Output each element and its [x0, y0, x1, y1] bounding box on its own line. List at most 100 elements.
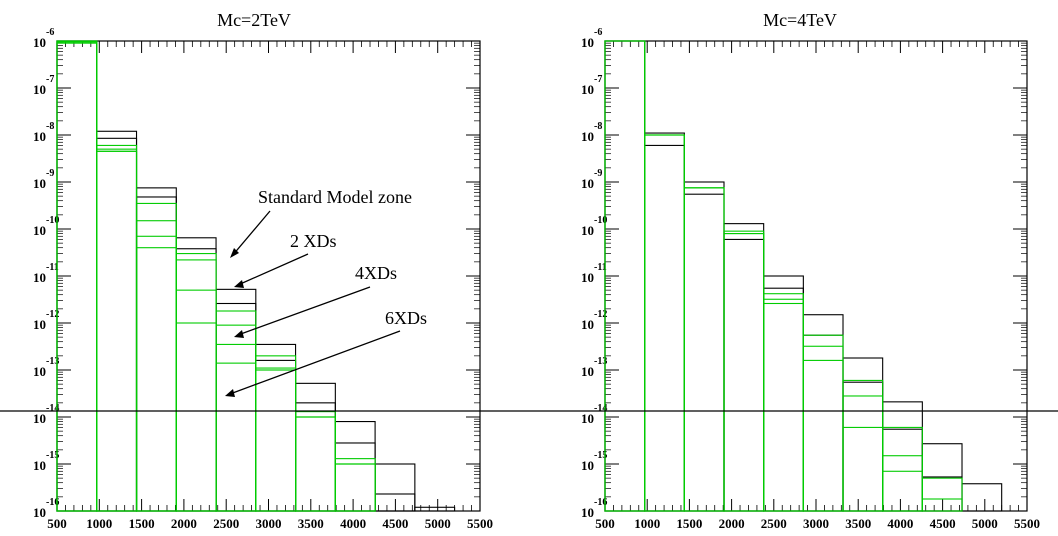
y-tick-exponent: -12 [594, 309, 607, 320]
x-tick-label: 2000 [171, 516, 197, 531]
histogram-bin [842, 381, 884, 512]
histogram-bin [215, 362, 257, 512]
x-tick-label: 5500 [467, 516, 493, 531]
y-tick-label: 10 [33, 411, 46, 426]
y-tick-exponent: -6 [46, 27, 54, 38]
y-tick-exponent: -8 [594, 121, 602, 132]
y-tick-exponent: -13 [594, 356, 607, 367]
histogram-bin [882, 401, 923, 512]
x-tick-label: 1000 [634, 516, 660, 531]
chart-title: Mc=2TeV [217, 10, 291, 30]
x-tick-label: 5500 [1014, 516, 1040, 531]
histogram-bin [763, 302, 804, 512]
x-tick-label: 4000 [887, 516, 913, 531]
x-tick-label: 2000 [719, 516, 745, 531]
histogram-bin [802, 359, 844, 512]
histogram-bin [683, 187, 725, 512]
histogram-bin [683, 187, 725, 512]
arrow-standard-model [231, 210, 271, 257]
histogram-bin [683, 193, 725, 512]
histogram-bin [723, 230, 765, 512]
y-tick-exponent: -15 [594, 450, 607, 461]
y-tick-label: 10 [581, 458, 594, 473]
y-tick-label: 10 [581, 223, 594, 238]
histogram-bin [882, 426, 923, 512]
arrow-2-xds [237, 253, 309, 286]
histogram-bin [334, 421, 376, 512]
histogram-bin [334, 463, 376, 512]
x-tick-label: 1000 [86, 516, 112, 531]
annotations: Standard Model zone 2 XDs 4XDs 6XDs [225, 187, 427, 397]
y-tick-label: 10 [33, 317, 46, 332]
histogram-bin [135, 196, 177, 512]
y-tick-exponent: -13 [46, 356, 59, 367]
arrow-6xds [229, 330, 401, 395]
panel-mc-4tev: Mc=4TeV 10-610-710-810-910-1010-1110-121… [581, 10, 1040, 531]
x-tick-label: 5000 [972, 516, 998, 531]
histogram-bin [215, 324, 257, 512]
histogram-bin [802, 334, 844, 512]
y-tick-label: 10 [581, 364, 594, 379]
axis-ticks [604, 40, 1028, 512]
y-tick-exponent: -10 [46, 215, 59, 226]
x-tick-label: 3000 [803, 516, 829, 531]
y-tick-labels: 10-610-710-810-910-1010-1110-1210-1310-1… [581, 27, 607, 520]
y-tick-exponent: -7 [594, 74, 602, 85]
annotation-standard-model-zone: Standard Model zone [258, 187, 412, 207]
y-tick-label: 10 [581, 35, 594, 50]
y-tick-label: 10 [581, 82, 594, 97]
histogram-bin [644, 134, 685, 512]
histogram-bin [255, 369, 297, 512]
y-tick-label: 10 [581, 505, 594, 520]
histogram-series [56, 40, 456, 512]
histogram-bin [644, 132, 685, 512]
x-tick-label: 4500 [930, 516, 956, 531]
y-tick-exponent: -11 [46, 262, 59, 273]
histogram-series [604, 40, 1003, 512]
histogram-bin [295, 416, 336, 512]
y-tick-label: 10 [581, 129, 594, 144]
histogram-bin [135, 235, 177, 512]
y-tick-label: 10 [33, 176, 46, 191]
y-tick-exponent: -10 [594, 215, 607, 226]
histogram-bin [175, 259, 217, 512]
histogram-bin [723, 238, 765, 512]
y-tick-labels: 10-610-710-810-910-1010-1110-1210-1310-1… [33, 27, 59, 520]
histogram-bin [842, 379, 884, 512]
histogram-bin [723, 233, 765, 512]
y-tick-label: 10 [581, 317, 594, 332]
arrowhead-6xds [225, 389, 235, 397]
histogram-bin [882, 428, 923, 512]
histogram-bin [96, 148, 138, 512]
y-tick-exponent: -16 [46, 497, 59, 508]
plot-frame [604, 40, 1028, 512]
histogram-bin [255, 343, 297, 512]
arrowhead-2-xds [234, 280, 244, 288]
histogram-bin [215, 302, 257, 512]
histogram-bin [175, 322, 217, 512]
x-tick-label: 3500 [298, 516, 324, 531]
annotation-6xds: 6XDs [385, 308, 427, 328]
arrowhead-4xds [234, 330, 244, 338]
series-4 [604, 40, 923, 512]
histogram-bin [56, 42, 98, 512]
histogram-bin [802, 334, 844, 512]
y-tick-label: 10 [581, 411, 594, 426]
histogram-bin [763, 275, 804, 512]
histogram-bin [135, 220, 177, 512]
y-tick-label: 10 [33, 129, 46, 144]
x-tick-label: 1500 [129, 516, 155, 531]
histogram-bin [723, 233, 765, 512]
y-tick-exponent: -7 [46, 74, 54, 85]
y-tick-exponent: -14 [594, 403, 607, 414]
histogram-bin [295, 411, 336, 512]
histogram-bin [644, 144, 685, 512]
x-tick-label: 2500 [761, 516, 787, 531]
histogram-bin [334, 463, 376, 512]
panel-mc-2tev: Mc=2TeV 10-610-710-810-910-1010-1110-121… [33, 10, 493, 531]
x-tick-label: 1500 [676, 516, 702, 531]
x-tick-label: 5000 [425, 516, 451, 531]
y-tick-exponent: -9 [594, 168, 602, 179]
y-tick-exponent: -15 [46, 450, 59, 461]
